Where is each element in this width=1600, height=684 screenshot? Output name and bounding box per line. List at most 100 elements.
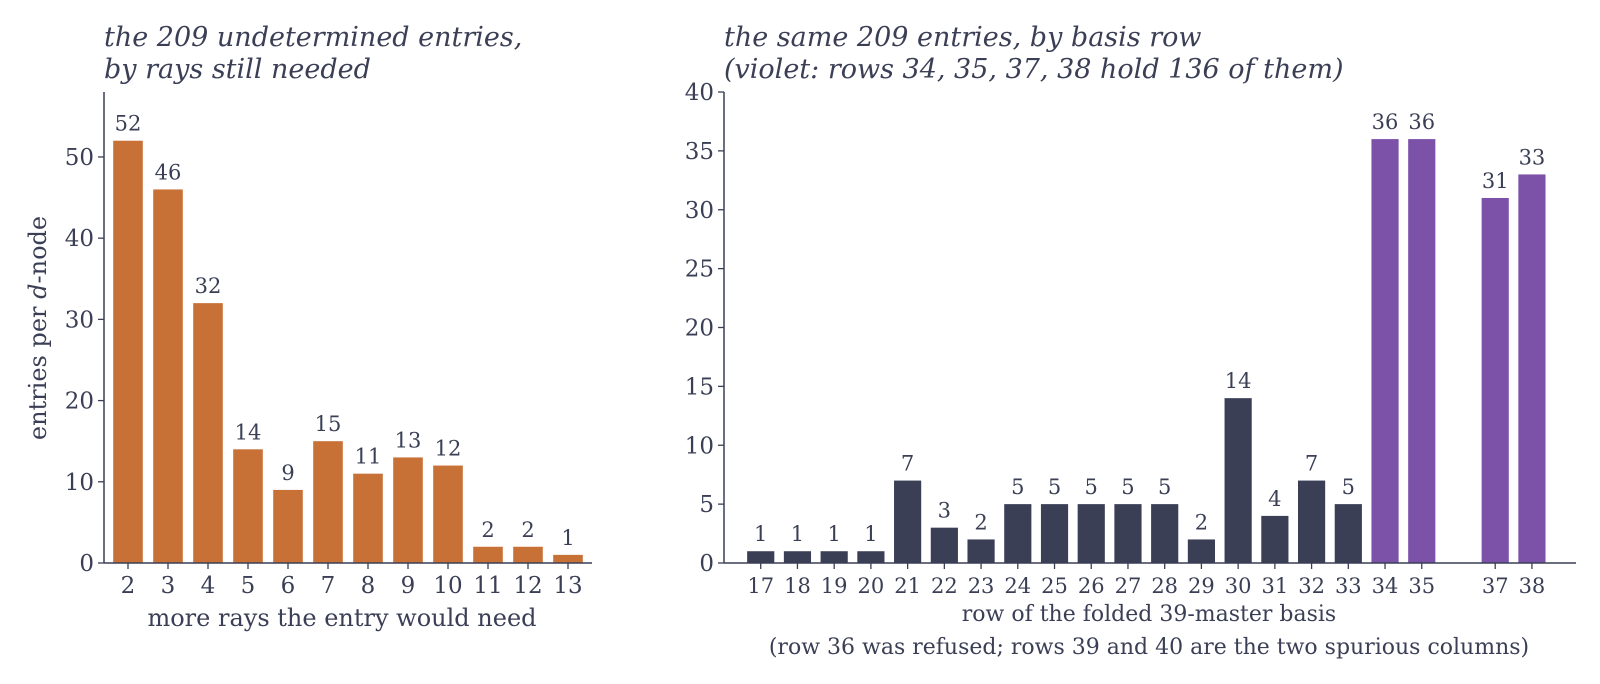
right-x-tick-label-19: 19 xyxy=(821,574,848,598)
right-bar-label-row-29: 2 xyxy=(1195,510,1208,534)
left-x-tick-label-13: 13 xyxy=(553,573,582,599)
right-x-tick-label-34: 34 xyxy=(1372,574,1399,598)
left-chart-title-line1: the 209 undetermined entries, xyxy=(104,22,522,53)
left-bar-label-13: 1 xyxy=(561,526,574,550)
left-y-axis-label-pre: entries per xyxy=(24,299,52,440)
right-bar-label-row-24: 5 xyxy=(1011,475,1024,499)
right-x-tick-label-30: 30 xyxy=(1225,574,1252,598)
left-y-axis-label: entries per d-node xyxy=(24,216,52,440)
right-y-tick-label-20: 20 xyxy=(685,316,714,342)
right-bar-label-row-33: 5 xyxy=(1342,475,1355,499)
right-bar-row-28 xyxy=(1151,504,1179,563)
right-bar-label-row-35: 36 xyxy=(1408,110,1435,134)
left-y-tick-label-40: 40 xyxy=(65,226,94,252)
right-bar-row-19 xyxy=(820,551,848,563)
left-x-tick-label-4: 4 xyxy=(201,573,216,599)
right-x-tick-label-31: 31 xyxy=(1261,574,1288,598)
left-bar-9 xyxy=(393,457,423,563)
right-x-tick-label-25: 25 xyxy=(1041,574,1068,598)
right-y-tick-label-0: 0 xyxy=(699,551,714,577)
right-bar-row-21 xyxy=(894,480,922,563)
right-bar-row-29 xyxy=(1187,539,1216,563)
left-bar-5 xyxy=(233,449,263,563)
left-x-tick-label-11: 11 xyxy=(473,573,502,599)
right-y-tick-label-10: 10 xyxy=(685,433,714,459)
left-bar-label-5: 14 xyxy=(235,420,262,444)
left-y-tick-label-50: 50 xyxy=(65,145,94,171)
left-bar-label-3: 46 xyxy=(155,160,182,184)
right-x-axis-label-line1: row of the folded 39-master basis xyxy=(962,602,1336,627)
right-y-tick-label-25: 25 xyxy=(685,257,714,283)
right-bar-row-32 xyxy=(1297,480,1326,563)
right-bar-row-24 xyxy=(1004,504,1032,563)
right-y-tick-label-35: 35 xyxy=(685,139,714,165)
right-bar-label-row-22: 3 xyxy=(938,499,951,523)
right-bar-row-37 xyxy=(1481,197,1509,563)
left-plot-area: 52 2 46 3 32 4 14 5 9 6 15 7 11 8 13 9 12 10 2 11 2 12 1 13 0 10 2… xyxy=(65,92,592,599)
left-chart-title-line2: by rays still needed xyxy=(104,54,371,85)
left-bar-12 xyxy=(513,546,543,563)
right-bar-row-23 xyxy=(967,539,995,563)
right-x-tick-label-27: 27 xyxy=(1115,574,1142,598)
right-x-tick-label-23: 23 xyxy=(968,574,995,598)
left-bar-11 xyxy=(473,546,503,563)
right-bar-row-34 xyxy=(1371,139,1399,563)
right-x-tick-label-22: 22 xyxy=(931,574,958,598)
left-x-tick-label-10: 10 xyxy=(433,573,462,599)
left-bar-4 xyxy=(193,303,223,563)
right-bar-row-35 xyxy=(1408,139,1436,563)
right-chart-title-line1: the same 209 entries, by basis row xyxy=(724,22,1202,53)
left-bar-chart: the 209 undetermined entries, by rays st… xyxy=(24,22,592,632)
left-y-tick-label-30: 30 xyxy=(65,307,94,333)
right-bar-row-17 xyxy=(747,551,775,563)
right-bar-label-row-18: 1 xyxy=(791,522,804,546)
right-bar-label-row-23: 2 xyxy=(974,510,987,534)
right-x-tick-label-21: 21 xyxy=(894,574,921,598)
left-bar-6 xyxy=(273,489,303,563)
right-bar-label-row-32: 7 xyxy=(1305,452,1318,476)
right-x-tick-label-33: 33 xyxy=(1335,574,1362,598)
right-x-tick-label-28: 28 xyxy=(1151,574,1178,598)
right-x-tick-label-26: 26 xyxy=(1078,574,1105,598)
right-bar-row-18 xyxy=(783,551,812,563)
right-x-tick-label-35: 35 xyxy=(1408,574,1435,598)
right-bar-label-row-28: 5 xyxy=(1158,475,1171,499)
left-bar-8 xyxy=(353,473,383,563)
right-bar-label-row-25: 5 xyxy=(1048,475,1061,499)
left-bar-label-10: 12 xyxy=(435,437,462,461)
left-x-tick-label-2: 2 xyxy=(121,573,136,599)
right-bar-label-row-20: 1 xyxy=(864,522,877,546)
right-x-tick-label-32: 32 xyxy=(1298,574,1325,598)
right-x-tick-label-24: 24 xyxy=(1004,574,1031,598)
right-bar-row-33 xyxy=(1334,504,1362,563)
left-y-axis-label-var: d xyxy=(24,283,52,298)
left-x-tick-label-8: 8 xyxy=(361,573,376,599)
right-bar-label-row-26: 5 xyxy=(1085,475,1098,499)
left-x-tick-label-5: 5 xyxy=(241,573,256,599)
right-x-tick-label-18: 18 xyxy=(784,574,811,598)
right-x-tick-label-37: 37 xyxy=(1482,574,1509,598)
right-bar-label-row-37: 31 xyxy=(1482,169,1509,193)
left-bar-13 xyxy=(553,554,583,563)
left-bar-label-11: 2 xyxy=(481,518,494,542)
right-x-tick-label-38: 38 xyxy=(1519,574,1546,598)
left-x-tick-label-12: 12 xyxy=(513,573,542,599)
left-bar-2 xyxy=(113,140,143,564)
right-chart-title-line2: (violet: rows 34, 35, 37, 38 hold 136 of… xyxy=(724,54,1343,85)
right-x-axis-label-line2: (row 36 was refused; rows 39 and 40 are … xyxy=(769,635,1529,660)
right-x-tick-label-29: 29 xyxy=(1188,574,1215,598)
right-bar-row-20 xyxy=(857,551,885,563)
left-bar-label-7: 15 xyxy=(315,412,342,436)
right-bar-row-27 xyxy=(1114,504,1142,563)
left-bar-label-6: 9 xyxy=(281,461,294,485)
left-bar-label-4: 32 xyxy=(195,274,222,298)
right-bar-label-row-19: 1 xyxy=(827,522,840,546)
left-y-tick-label-20: 20 xyxy=(65,389,94,415)
right-x-tick-label-17: 17 xyxy=(747,574,774,598)
right-bar-label-row-27: 5 xyxy=(1121,475,1134,499)
left-y-axis-label-post: -node xyxy=(24,216,52,284)
left-x-axis-label: more rays the entry would need xyxy=(147,604,536,632)
right-bar-label-row-30: 14 xyxy=(1225,369,1252,393)
right-bar-label-row-34: 36 xyxy=(1372,110,1399,134)
